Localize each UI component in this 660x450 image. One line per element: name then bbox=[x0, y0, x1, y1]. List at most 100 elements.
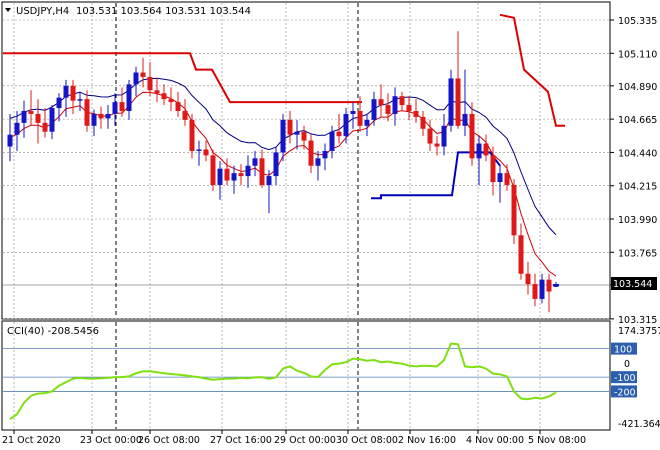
candle-body bbox=[126, 84, 132, 111]
price-tick-label: 104.215 bbox=[618, 182, 657, 193]
candle-body bbox=[469, 113, 475, 159]
candle-body bbox=[525, 273, 531, 285]
candle-body bbox=[490, 155, 496, 183]
candle-body bbox=[343, 113, 349, 137]
candle-body bbox=[196, 149, 202, 151]
cci-axis: 100 0 -100 -200 174.3757 -421.364 bbox=[611, 326, 660, 430]
candle-body bbox=[462, 113, 468, 126]
cci-level-label: -200 bbox=[614, 387, 636, 398]
candle-body bbox=[497, 173, 503, 183]
candle-body bbox=[315, 158, 321, 166]
period-separators bbox=[115, 3, 359, 429]
candle-body bbox=[294, 131, 300, 135]
cci-scale-bottom: -421.364 bbox=[618, 419, 660, 430]
price-tick-label: 104.890 bbox=[618, 82, 657, 93]
candle-body bbox=[84, 99, 90, 126]
candle-body bbox=[273, 152, 279, 177]
candle-body bbox=[532, 284, 538, 299]
candle-body bbox=[357, 110, 363, 126]
candle-body bbox=[350, 110, 356, 114]
candle-body bbox=[147, 76, 153, 91]
price-axis: 105.335 105.110 104.890 104.665 104.440 104.2… bbox=[610, 16, 657, 326]
candle-body bbox=[413, 110, 419, 117]
cci-level-box bbox=[611, 385, 637, 398]
candle-body bbox=[14, 122, 20, 135]
candle-body bbox=[70, 85, 76, 101]
cci-level-label: 0 bbox=[624, 359, 630, 370]
candle-body bbox=[301, 131, 307, 141]
candle-body bbox=[336, 131, 342, 137]
cci-level-box bbox=[611, 371, 637, 384]
candle-body bbox=[217, 168, 223, 185]
price-tick-label: 105.335 bbox=[618, 16, 657, 27]
cci-level-label: 100 bbox=[614, 345, 632, 356]
candle-body bbox=[21, 110, 27, 123]
candle-body bbox=[112, 102, 118, 114]
candle-body bbox=[140, 72, 146, 77]
candle-body bbox=[280, 119, 286, 153]
time-tick-label: 30 Oct 08:00 bbox=[336, 435, 398, 446]
candle-body bbox=[322, 150, 328, 159]
candle-body bbox=[238, 173, 244, 177]
candle-body bbox=[511, 184, 517, 236]
candle-body bbox=[385, 105, 391, 114]
candle-body bbox=[406, 105, 412, 111]
candle-body bbox=[378, 99, 384, 106]
candle-body bbox=[266, 176, 272, 185]
cci-indicator bbox=[3, 342, 609, 421]
candle-body bbox=[448, 78, 454, 126]
candle-body bbox=[518, 235, 524, 274]
cci-label: CCI(40) -208.5456 bbox=[7, 326, 99, 337]
time-tick-label: 21 Oct 2020 bbox=[2, 435, 61, 446]
candle-body bbox=[49, 108, 55, 132]
current-price-box bbox=[611, 277, 657, 290]
candle-body bbox=[399, 96, 405, 106]
candle-body bbox=[63, 85, 69, 98]
candle-body bbox=[504, 173, 510, 185]
candle-body bbox=[28, 110, 34, 114]
price-tick-label: 105.110 bbox=[618, 49, 657, 60]
time-tick-label: 4 Nov 00:00 bbox=[466, 435, 524, 446]
candle-body bbox=[119, 102, 125, 111]
time-tick-label: 5 Nov 08:00 bbox=[528, 435, 586, 446]
candle-body bbox=[91, 113, 97, 126]
time-tick-label: 23 Oct 00:00 bbox=[80, 435, 142, 446]
candle-body bbox=[539, 279, 545, 299]
candle-body bbox=[546, 279, 552, 292]
candle-body bbox=[420, 116, 426, 129]
resistance-step-line bbox=[3, 52, 362, 104]
dropdown-arrow-icon[interactable] bbox=[5, 8, 11, 12]
cci-level-label: -100 bbox=[614, 373, 636, 384]
candle-body bbox=[434, 143, 440, 147]
candle-body bbox=[98, 113, 104, 119]
price-tick-label: 103.315 bbox=[618, 315, 657, 326]
candle-body bbox=[168, 99, 174, 103]
symbol-label: USDJPY,H4 bbox=[16, 6, 69, 17]
candle-body bbox=[77, 99, 83, 101]
time-tick-label: 29 Oct 00:00 bbox=[274, 435, 336, 446]
candle-body bbox=[329, 131, 335, 151]
candle-body bbox=[175, 102, 181, 111]
candle-body bbox=[182, 110, 188, 120]
candle-body bbox=[133, 72, 139, 85]
cci-level-box bbox=[611, 342, 637, 355]
candle-body bbox=[392, 96, 398, 114]
candle-body bbox=[259, 158, 265, 185]
candle-body bbox=[364, 119, 370, 126]
candle-body bbox=[56, 97, 62, 109]
candle-body bbox=[245, 165, 251, 177]
indicator-panel-frame bbox=[1, 320, 611, 431]
time-tick-label: 26 Oct 08:00 bbox=[138, 435, 200, 446]
candle-body bbox=[308, 140, 314, 166]
cci-line bbox=[9, 342, 557, 421]
candle-body bbox=[224, 168, 230, 181]
time-tick-label: 27 Oct 16:00 bbox=[210, 435, 272, 446]
resistance-step-line bbox=[499, 13, 565, 127]
price-tick-label: 104.440 bbox=[618, 148, 657, 159]
candle-body bbox=[7, 134, 13, 147]
candle-body bbox=[231, 173, 237, 181]
candle-body bbox=[189, 119, 195, 151]
ohlc-label: 103.531 103.564 103.531 103.544 bbox=[76, 6, 251, 17]
